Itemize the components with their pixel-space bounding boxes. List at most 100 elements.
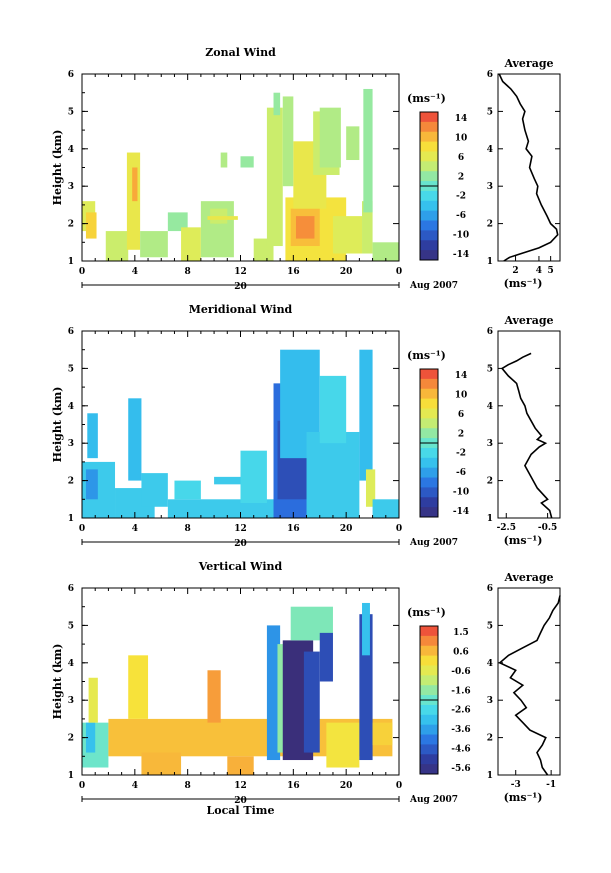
heatmap-cell <box>132 167 138 202</box>
average-y-tick-label: 4 <box>487 659 493 669</box>
y-tick-label: 4 <box>68 145 74 155</box>
x-tick-label: 0 <box>396 267 402 277</box>
colorbar-segment <box>420 665 438 676</box>
heatmap-cell <box>174 480 201 500</box>
y-tick-label: 6 <box>68 584 74 594</box>
panel-title: Zonal Wind <box>205 46 276 59</box>
y-tick-label: 5 <box>68 107 74 117</box>
heatmap-cell <box>359 349 373 481</box>
average-profile-line <box>498 73 559 262</box>
heatmap-cell <box>167 212 188 232</box>
average-frame <box>497 587 561 776</box>
heatmap-cell <box>319 375 347 444</box>
average-title: Average <box>503 571 553 584</box>
colorbar-segment <box>420 220 438 231</box>
average-x-tick-label: 2 <box>512 266 518 276</box>
colorbar-segment <box>420 369 438 380</box>
colorbar-segment <box>420 171 438 182</box>
heatmap-cell <box>181 227 201 261</box>
colorbar-tick-label: -4.6 <box>451 745 470 755</box>
colorbar-segment <box>420 457 438 469</box>
colorbar-segment <box>420 645 438 657</box>
average-x-axis-label: (ms⁻¹) <box>504 534 543 547</box>
y-tick-label: 1 <box>68 771 74 781</box>
colorbar-segment <box>420 477 438 488</box>
heatmap-cell <box>372 242 399 261</box>
heatmap-cell <box>87 413 98 459</box>
heatmap-cell <box>167 499 281 518</box>
panel-title: Meridional Wind <box>189 303 293 316</box>
average-y-tick-label: 6 <box>487 584 493 594</box>
average-y-tick-label: 1 <box>487 514 493 524</box>
heatmap-cell <box>362 201 373 254</box>
colorbar-segment <box>420 675 438 686</box>
heatmap-cell <box>227 756 254 775</box>
y-axis-label: Height (km) <box>51 644 64 720</box>
heatmap-cells <box>82 88 399 261</box>
colorbar-segment <box>420 467 438 479</box>
heatmap-cell <box>282 96 294 187</box>
x-tick-label: 20 <box>340 524 353 534</box>
y-tick-label: 2 <box>68 734 74 744</box>
colorbar-segment <box>420 714 438 726</box>
average-y-tick-label: 5 <box>487 107 493 117</box>
heatmap-cell <box>362 602 370 656</box>
colorbar-tick-label: -6 <box>456 468 466 478</box>
average-profile-line <box>498 595 561 776</box>
y-tick-label: 5 <box>68 364 74 374</box>
x-tick-label: 0 <box>79 524 85 534</box>
colorbar-segment <box>420 487 438 498</box>
heatmap-cell <box>295 216 315 239</box>
colorbar-tick-label: -2 <box>456 449 466 459</box>
average-profile-line <box>500 352 553 519</box>
x-tick-label: 0 <box>79 267 85 277</box>
average-y-tick-label: 2 <box>487 734 493 744</box>
x-tick-label: 16 <box>287 781 300 791</box>
heatmap-cell <box>140 231 168 258</box>
colorbar-segment <box>420 250 438 261</box>
heatmap-cell <box>207 670 221 723</box>
y-tick-label: 2 <box>68 220 74 230</box>
colorbar-segment <box>420 151 438 162</box>
average-x-tick-label: 4 <box>536 266 542 276</box>
average-y-tick-label: 4 <box>487 145 493 155</box>
y-tick-label: 6 <box>68 70 74 80</box>
y-axis-label: Height (km) <box>51 387 64 463</box>
y-tick-label: 1 <box>68 514 74 524</box>
x-tick-label: 4 <box>132 267 138 277</box>
average-y-tick-label: 3 <box>487 182 493 192</box>
colorbar-segment <box>420 200 438 212</box>
average-y-tick-label: 6 <box>487 70 493 80</box>
y-tick-label: 3 <box>68 182 74 192</box>
colorbar-segment <box>420 408 438 419</box>
heatmap-cell <box>273 92 281 116</box>
x-tick-label: 0 <box>396 524 402 534</box>
colorbar-tick-label: 6 <box>458 153 464 163</box>
heatmap-cell <box>85 212 97 239</box>
colorbar-label: (ms⁻¹) <box>407 92 446 105</box>
colorbar-tick-label: -2.6 <box>451 706 470 716</box>
average-y-tick-label: 3 <box>487 439 493 449</box>
colorbar-segment <box>420 161 438 172</box>
colorbar-segment <box>420 210 438 222</box>
colorbar-label: (ms⁻¹) <box>407 606 446 619</box>
day-label: 20 <box>234 796 247 806</box>
average-x-tick-label: -2.5 <box>497 523 516 533</box>
panel-title: Vertical Wind <box>198 560 283 573</box>
colorbar-segment <box>420 240 438 251</box>
colorbar: 14 10 6 2 -2 -6 -10 -14 <box>419 111 469 261</box>
colorbar-tick-label: 1.5 <box>453 628 469 638</box>
heatmap-cell <box>363 88 373 213</box>
average-frame <box>497 73 561 262</box>
average-y-tick-label: 5 <box>487 364 493 374</box>
colorbar-segment <box>420 378 438 390</box>
heatmap-cell <box>306 431 360 518</box>
colorbar-segment <box>420 724 438 736</box>
heatmap-cell <box>372 722 393 746</box>
average-y-tick-label: 3 <box>487 696 493 706</box>
colorbar-segment <box>420 497 438 508</box>
colorbar-segment <box>420 507 438 518</box>
